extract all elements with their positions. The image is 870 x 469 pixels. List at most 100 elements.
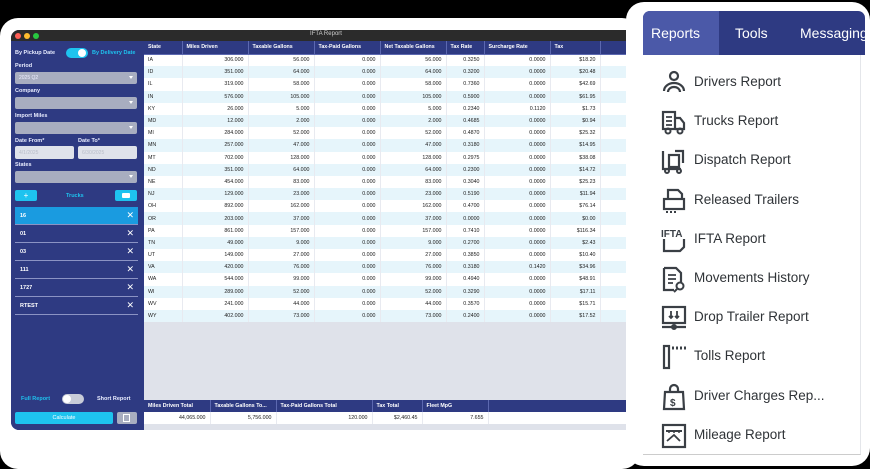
table-row[interactable]: MN 257.000 47.000 0.000 47.000 0.3180 0.0000 $1…	[144, 139, 634, 152]
table-cell: $14.72	[550, 163, 601, 176]
table-cell-filler	[600, 90, 634, 103]
table-row[interactable]: WI 289.000 52.000 0.000 52.000 0.3290 0.0000 $1…	[144, 285, 634, 298]
table-cell: 0.000	[314, 236, 381, 249]
table-row[interactable]: NJ 129.000 23.000 0.000 23.000 0.5190 0.0000 $1…	[144, 188, 634, 201]
table-cell: 52.000	[380, 127, 447, 140]
table-cell: 0.4700	[446, 200, 485, 213]
tab-tools[interactable]: Tools	[735, 25, 768, 41]
table-cell: 0.7360	[446, 78, 485, 91]
table-row[interactable]: IL 319.000 58.000 0.000 58.000 0.7360 0.0000 $4…	[144, 78, 634, 91]
menu-item-tolls-report[interactable]: Tolls Report	[660, 337, 860, 376]
table-row[interactable]: NE 454.000 83.000 0.000 83.000 0.3040 0.0000 $2…	[144, 175, 634, 189]
table-row[interactable]: WA 544.000 99.000 0.000 99.000 0.4940 0.0000 $4…	[144, 273, 634, 286]
menu-item-released-trailers[interactable]: Released Trailers	[660, 181, 860, 220]
import-miles-select[interactable]	[15, 122, 137, 134]
date-mode-toggle[interactable]	[66, 48, 88, 58]
remove-icon[interactable]: ✕	[126, 228, 134, 238]
minimize-window-button[interactable]	[24, 33, 30, 39]
table-row[interactable]: WV 241.000 44.000 0.000 44.000 0.3570 0.0000 $1…	[144, 297, 634, 310]
column-header[interactable]: Taxable Gallons	[248, 41, 315, 55]
menu-item-trucks-report[interactable]: Trucks Report	[660, 102, 860, 141]
export-button[interactable]	[117, 412, 137, 424]
column-header[interactable]: Tax-Paid Gallons	[314, 41, 381, 55]
column-header[interactable]: Surcharge Rate	[484, 41, 551, 55]
chevron-down-icon	[129, 76, 133, 79]
truck-item[interactable]: RTEST ✕	[15, 297, 138, 315]
table-cell: 149.000	[182, 249, 249, 262]
column-header[interactable]: Net Taxable Gallons	[380, 41, 447, 55]
column-header[interactable]: Miles Driven	[182, 41, 249, 55]
menu-item-ifta-report[interactable]: IFTA IFTA Report	[660, 220, 860, 259]
table-cell: 0.0000	[484, 127, 551, 140]
menu-item-label: Released Trailers	[694, 191, 800, 207]
table-row[interactable]: KY 26.000 5.000 0.000 5.000 0.2340 0.1120 $1.73	[144, 102, 634, 115]
date-from-input[interactable]: 4/1/2025	[15, 146, 74, 159]
table-cell: 241.000	[182, 297, 249, 310]
table-cell: 52.000	[248, 127, 315, 140]
clear-trucks-button[interactable]	[115, 190, 137, 201]
table-row[interactable]: IN 576.000 105.000 0.000 105.000 0.5900 0.0000…	[144, 90, 634, 103]
menu-item-movements-history[interactable]: Movements History	[660, 259, 860, 298]
table-row[interactable]: OR 203.000 37.000 0.000 37.000 0.0000 0.0000 $0…	[144, 212, 634, 225]
remove-icon[interactable]: ✕	[126, 300, 134, 310]
truck-item[interactable]: 111 ✕	[15, 261, 138, 279]
table-row[interactable]: PA 861.000 157.000 0.000 157.000 0.7410 0.0000…	[144, 224, 634, 237]
table-row[interactable]: WY 402.000 73.000 0.000 73.000 0.2400 0.0000 $1…	[144, 309, 634, 323]
table-cell: 0.1420	[484, 261, 551, 274]
table-row[interactable]: OH 892.000 162.000 0.000 162.000 0.4700 0.0000…	[144, 200, 634, 213]
menu-item-drivers-report[interactable]: Drivers Report	[660, 63, 860, 102]
export-doc-icon	[123, 414, 130, 422]
remove-icon[interactable]: ✕	[126, 246, 134, 256]
menu-item-dispatch-report[interactable]: Dispatch Report	[660, 141, 860, 180]
truck-item[interactable]: 03 ✕	[15, 243, 138, 261]
report-mode-toggle[interactable]	[62, 394, 84, 404]
remove-icon[interactable]: ✕	[126, 264, 134, 274]
truck-item[interactable]: 16 ✕	[15, 207, 138, 225]
date-to-input[interactable]: 6/30/2025	[78, 146, 137, 159]
table-row[interactable]: ID 351.000 64.000 0.000 64.000 0.3200 0.0000 $2…	[144, 66, 634, 79]
table-row[interactable]: ND 351.000 64.000 0.000 64.000 0.2300 0.0000 $1…	[144, 163, 634, 176]
table-cell: 64.000	[248, 163, 315, 176]
close-window-button[interactable]	[15, 33, 21, 39]
table-cell: $38.08	[550, 151, 601, 164]
table-cell: IA	[144, 54, 183, 67]
table-cell: 0.3570	[446, 297, 485, 310]
table-cell: 576.000	[182, 90, 249, 103]
column-header[interactable]: State	[144, 41, 183, 55]
menu-item-driver-charges-rep[interactable]: $ Driver Charges Rep...	[660, 377, 860, 416]
menu-item-mileage-report[interactable]: Mileage Report	[660, 416, 860, 455]
table-cell: 420.000	[182, 261, 249, 274]
table-cell: UT	[144, 249, 183, 262]
table-cell: 0.2700	[446, 236, 485, 249]
truck-item[interactable]: 01 ✕	[15, 225, 138, 243]
table-row[interactable]: MD 12.000 2.000 0.000 2.000 0.4685 0.0000 $0.94	[144, 114, 634, 128]
remove-icon[interactable]: ✕	[126, 210, 134, 220]
table-cell: 23.000	[248, 188, 315, 201]
table-row[interactable]: TN 49.000 9.000 0.000 9.000 0.2700 0.0000 $2.43	[144, 236, 634, 249]
column-header[interactable]: Tax	[550, 41, 601, 55]
period-select[interactable]: 2025 Q2	[15, 72, 137, 84]
table-row[interactable]: IA 306.000 56.000 0.000 56.000 0.3250 0.0000 $1…	[144, 54, 634, 67]
table-cell: $11.94	[550, 188, 601, 201]
company-select[interactable]	[15, 97, 137, 109]
table-row[interactable]: MT 702.000 128.000 0.000 128.000 0.2975 0.0000…	[144, 151, 634, 164]
table-row[interactable]: UT 149.000 27.000 0.000 27.000 0.3850 0.0000 $1…	[144, 249, 634, 262]
tab-reports[interactable]: Reports	[643, 11, 719, 55]
table-row[interactable]: VA 420.000 76.000 0.000 76.000 0.3180 0.1420 $3…	[144, 261, 634, 274]
menu-item-drop-trailer-report[interactable]: Drop Trailer Report	[660, 298, 860, 337]
column-header[interactable]: Tax Rate	[446, 41, 485, 55]
maximize-window-button[interactable]	[33, 33, 39, 39]
table-row[interactable]: MI 284.000 52.000 0.000 52.000 0.4870 0.0000 $2…	[144, 127, 634, 140]
truck-item[interactable]: 1727 ✕	[15, 279, 138, 297]
table-cell: 0.000	[314, 285, 381, 298]
dispatch-icon	[660, 147, 688, 175]
calculate-button[interactable]: Calculate	[15, 412, 113, 424]
add-truck-button[interactable]: +	[15, 190, 37, 201]
table-cell: ID	[144, 66, 183, 79]
table-cell-filler	[600, 175, 634, 189]
states-select[interactable]	[15, 171, 137, 183]
table-cell: WV	[144, 297, 183, 310]
table-cell: 47.000	[380, 139, 447, 152]
tab-messaging[interactable]: Messaging	[800, 25, 865, 41]
remove-icon[interactable]: ✕	[126, 282, 134, 292]
